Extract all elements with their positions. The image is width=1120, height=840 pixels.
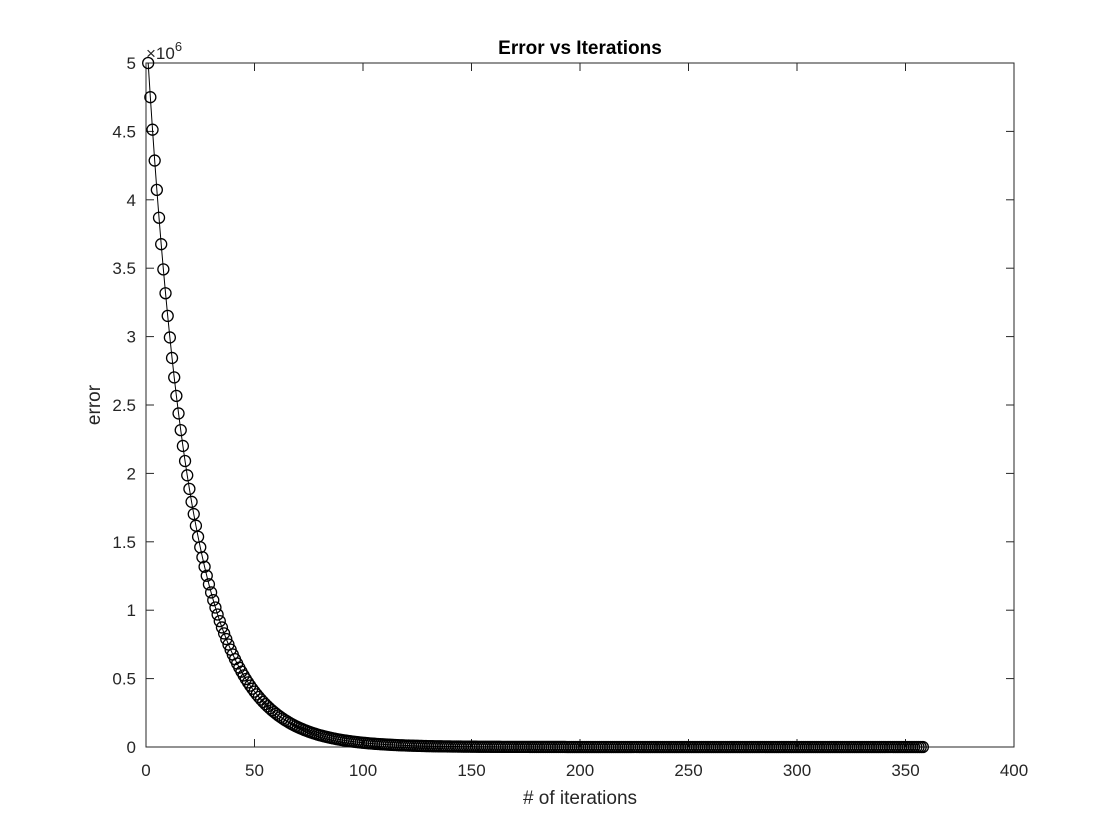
y-tick-label: 1 [127,601,136,620]
data-point [174,423,187,437]
data-point [259,697,272,711]
y-tick-label: 0 [127,738,136,757]
data-point [146,123,159,136]
data-point [220,632,233,646]
data-point [163,331,177,344]
y-tick-label: 4.5 [112,122,136,141]
x-tick-label: 50 [245,761,264,780]
y-axis-exponent-base: ×10 [146,44,175,63]
x-tick-label: 200 [566,761,594,780]
data-point [187,507,200,521]
y-axis-label: error [84,384,105,425]
data-point [152,211,166,224]
x-axis-label: # of iterations [523,788,637,809]
data-point [207,594,220,607]
data-point [198,560,211,573]
y-tick-label: 1.5 [112,533,136,552]
x-tick-label: 400 [1000,761,1028,780]
y-tick-label: 5 [127,54,136,73]
data-point [142,56,155,70]
data-point [241,676,255,689]
data-point [211,608,224,621]
data-point [209,601,222,614]
data-point [196,551,209,564]
data-point [916,740,930,754]
y-tick-label: 2 [127,464,136,483]
data-point [165,351,179,365]
plot-area [145,62,1015,748]
chart-title: Error vs Iterations [498,38,662,59]
data-point [257,695,270,709]
data-point [217,627,231,640]
data-point [148,154,161,167]
x-tick-label: 300 [783,761,811,780]
data-point [200,569,213,582]
series-markers [142,56,930,754]
data-point [254,693,268,706]
x-tick-label: 350 [891,761,919,780]
y-axis-ticks: 0 0.5 1 1.5 2 2.5 3 3.5 4 4.5 5 [112,54,1014,757]
data-point [144,91,157,104]
data-point [168,371,181,384]
data-point [159,287,172,300]
y-tick-label: 0.5 [112,670,136,689]
x-tick-label: 0 [141,761,150,780]
y-tick-label: 3.5 [112,259,136,278]
data-point [176,439,190,453]
data-point [185,495,198,508]
x-tick-label: 150 [457,761,485,780]
y-axis-exponent: ×106 [146,39,182,63]
data-point [150,183,164,197]
data-point [204,586,218,599]
data-point [170,389,183,403]
data-point [202,578,216,591]
y-tick-label: 4 [127,191,136,210]
y-tick-label: 2.5 [112,396,136,415]
data-point [213,614,226,628]
data-point [155,238,168,251]
data-point [215,621,229,634]
data-point [161,309,174,323]
y-axis-exponent-power: 6 [175,39,182,54]
x-axis-ticks: 0 50 100 150 200 250 300 350 400 [141,63,1028,780]
data-point [157,263,170,276]
data-point [172,407,185,420]
x-tick-label: 100 [349,761,377,780]
data-point [178,454,192,468]
data-point [183,482,196,496]
data-point [181,469,194,482]
y-tick-label: 3 [127,328,136,347]
x-tick-label: 250 [674,761,702,780]
data-point [239,672,252,686]
